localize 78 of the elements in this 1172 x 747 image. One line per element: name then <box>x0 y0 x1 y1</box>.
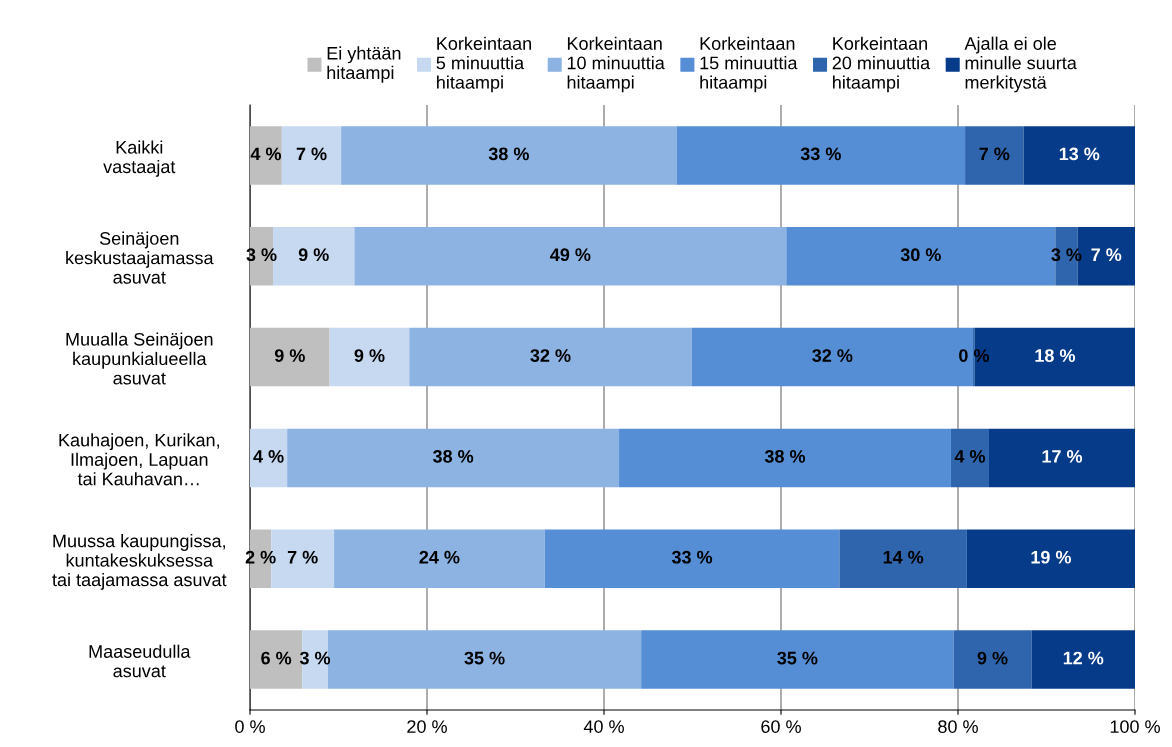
data-label: 4 % <box>250 147 282 161</box>
legend-label: Korkeintaan 5 minuuttia hitaampi <box>436 36 531 93</box>
data-label: 7 % <box>979 147 1010 161</box>
data-label: 3 % <box>299 651 331 665</box>
bar <box>1023 126 1135 185</box>
data-label: 9 % <box>354 349 385 362</box>
data-label: 17 % <box>1042 450 1083 463</box>
bar <box>334 529 545 588</box>
data-label: 33 % <box>800 147 841 161</box>
data-label: 35 % <box>464 651 505 665</box>
bar <box>950 428 989 488</box>
data-label: 12 % <box>1063 651 1104 665</box>
data-label: 38 % <box>764 449 806 463</box>
bar <box>281 126 342 185</box>
data-label: 3 % <box>246 248 277 262</box>
data-label: 4 % <box>954 450 986 463</box>
data-label: 14 % <box>883 550 924 564</box>
y-tick-label: Seinäjoen keskustaajamassa asuvat <box>66 231 214 284</box>
data-label: 7 % <box>296 147 327 161</box>
data-label: 32 % <box>812 349 853 362</box>
y-tick-label: Kaikki vastaajat <box>103 140 176 177</box>
x-tick-label: 0 % <box>235 720 265 733</box>
data-label: 2 % <box>245 550 276 564</box>
y-tick-label: Kauhajoen, Kurikan, Ilmajoen, Lapuan tai Kauhavan… <box>59 433 219 486</box>
bar <box>409 327 692 387</box>
x-tick-label: 80 % <box>938 720 978 733</box>
y-tick-label: Muualla Seinäjoen kaupunkialueella asuvat <box>66 332 213 385</box>
data-label: 7 % <box>287 550 318 564</box>
data-label: 13 % <box>1059 147 1100 161</box>
bar <box>544 529 840 588</box>
data-label: 38 % <box>432 449 474 463</box>
legend-label: Korkeintaan 15 minuuttia hitaampi <box>700 36 798 93</box>
bar <box>966 529 1135 588</box>
x-tick-label: 100 % <box>1110 720 1160 733</box>
data-label: 3 % <box>1051 248 1082 262</box>
data-label: 33 % <box>671 550 713 564</box>
x-tick-label: 60 % <box>761 720 801 733</box>
y-tick-label: Maaseudulla asuvat <box>89 644 191 678</box>
data-label: 49 % <box>550 248 591 262</box>
data-label: 0 % <box>959 349 990 362</box>
bar <box>329 327 410 387</box>
bar <box>1031 630 1135 689</box>
bar <box>965 126 1024 185</box>
legend-label: Korkeintaan 20 minuuttia hitaampi <box>832 36 931 93</box>
legend-label: Ei yhtään hitaampi <box>327 46 401 83</box>
bar <box>354 227 787 286</box>
bar <box>250 327 330 387</box>
bar <box>974 327 1135 387</box>
bar <box>676 126 966 185</box>
x-tick-label: 40 % <box>583 720 624 733</box>
data-label: 32 % <box>530 349 571 362</box>
bar <box>287 428 620 488</box>
legend-label: Korkeintaan 10 minuuttia hitaampi <box>567 36 665 93</box>
data-label: 24 % <box>419 550 460 564</box>
y-tick-label: Muussa kaupungissa, kuntakeskuksessa tai taajamassa asuvat <box>52 534 227 590</box>
bar <box>619 428 951 488</box>
bar <box>341 126 677 185</box>
x-tick-label: 20 % <box>407 720 447 733</box>
data-label: 9 % <box>298 248 329 262</box>
bar <box>250 126 282 185</box>
data-label: 35 % <box>777 651 818 665</box>
bar <box>839 529 967 588</box>
bar <box>691 327 974 387</box>
bar <box>302 630 328 689</box>
data-label: 7 % <box>1091 248 1122 262</box>
data-label: 19 % <box>1031 550 1072 564</box>
bar <box>953 630 1032 689</box>
data-label: 38 % <box>488 147 529 161</box>
data-label: 6 % <box>261 651 292 665</box>
data-label: 18 % <box>1035 349 1076 362</box>
bar <box>988 428 1135 488</box>
data-label: 30 % <box>900 248 941 262</box>
bar <box>250 428 288 488</box>
data-label: 4 % <box>253 450 284 463</box>
data-label: 9 % <box>274 349 305 362</box>
bar <box>641 630 954 689</box>
legend-label: Ajalla ei ole minulle suurta merkitystä <box>964 36 1077 93</box>
data-label: 9 % <box>977 651 1008 665</box>
